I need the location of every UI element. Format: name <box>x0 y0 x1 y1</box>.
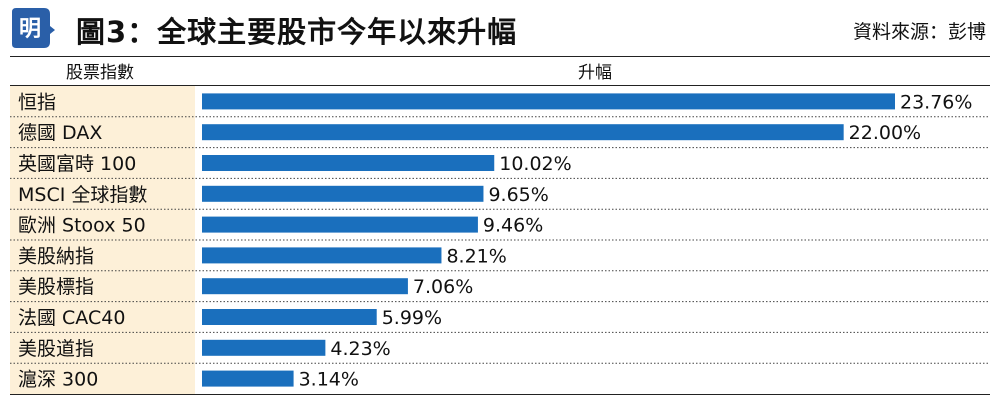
bar <box>202 339 326 356</box>
value-label: 10.02% <box>499 153 571 175</box>
category-label: 德國 DAX <box>18 122 102 144</box>
value-label: 4.23% <box>330 338 390 360</box>
bottom-rule <box>10 394 990 395</box>
value-label: 5.99% <box>382 307 442 329</box>
value-label: 3.14% <box>299 369 359 391</box>
category-label: 美股道指 <box>18 338 94 360</box>
value-label: 23.76% <box>900 91 972 113</box>
category-label: 恒指 <box>18 91 56 113</box>
bar <box>202 309 377 325</box>
value-label: 22.00% <box>849 122 921 144</box>
header-rule <box>10 85 990 86</box>
category-label: 法國 CAC40 <box>18 307 125 329</box>
bar <box>202 278 408 295</box>
category-label: 美股納指 <box>18 245 94 267</box>
bar <box>202 370 294 387</box>
bar <box>202 216 478 233</box>
logo-glyph: 明 <box>19 16 41 42</box>
value-label: 9.46% <box>483 215 543 237</box>
value-label: 8.21% <box>446 245 506 267</box>
newspaper-logo-icon: 明 <box>12 8 55 48</box>
category-label: 歐洲 Stoox 50 <box>18 215 146 237</box>
bar <box>202 155 495 171</box>
bar <box>202 185 484 202</box>
category-column-header: 股票指數 <box>66 63 134 83</box>
bar <box>202 93 895 110</box>
chart-title: 圖3：全球主要股市今年以來升幅 <box>76 15 518 49</box>
category-label: 英國富時 100 <box>18 153 136 175</box>
source-note: 資料來源：彭博 <box>852 21 986 43</box>
value-column-header: 升幅 <box>578 63 612 83</box>
bar <box>202 247 442 264</box>
category-label: 滬深 300 <box>18 369 98 391</box>
category-label: 美股標指 <box>18 276 94 298</box>
top-rule <box>10 56 990 57</box>
bar <box>202 124 844 141</box>
category-label: MSCI 全球指數 <box>18 184 147 206</box>
value-label: 7.06% <box>413 276 473 298</box>
value-label: 9.65% <box>488 184 548 206</box>
